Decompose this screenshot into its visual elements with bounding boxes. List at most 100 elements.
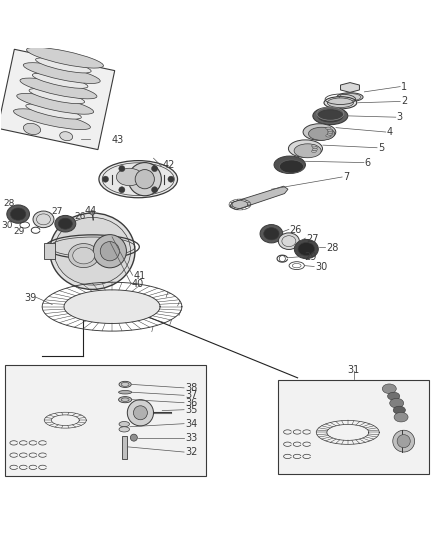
Ellipse shape: [7, 205, 29, 223]
Bar: [5, 365, 206, 476]
Ellipse shape: [393, 406, 406, 414]
Ellipse shape: [303, 124, 336, 140]
Ellipse shape: [32, 73, 88, 88]
Text: 35: 35: [185, 405, 198, 415]
Ellipse shape: [119, 397, 132, 403]
Circle shape: [131, 434, 138, 441]
Ellipse shape: [33, 211, 54, 228]
Circle shape: [93, 235, 127, 268]
Ellipse shape: [11, 208, 26, 220]
Ellipse shape: [311, 145, 316, 147]
Ellipse shape: [27, 47, 103, 68]
Text: 37: 37: [185, 390, 198, 400]
Text: 28: 28: [3, 199, 14, 208]
Text: 1: 1: [401, 82, 407, 92]
Ellipse shape: [26, 104, 81, 119]
Circle shape: [152, 187, 158, 193]
Circle shape: [135, 169, 154, 189]
Ellipse shape: [54, 217, 131, 285]
Text: 43: 43: [112, 135, 124, 145]
Text: 44: 44: [85, 206, 97, 216]
Ellipse shape: [50, 213, 135, 289]
Text: 30: 30: [315, 262, 327, 272]
Text: 29: 29: [304, 252, 317, 262]
Ellipse shape: [294, 239, 318, 259]
Ellipse shape: [327, 129, 332, 132]
Text: 40: 40: [132, 279, 144, 289]
Circle shape: [127, 400, 153, 426]
Ellipse shape: [23, 123, 41, 134]
Text: 38: 38: [185, 383, 197, 393]
Circle shape: [168, 176, 174, 182]
Ellipse shape: [388, 392, 400, 400]
Ellipse shape: [58, 218, 72, 229]
Text: 26: 26: [290, 225, 302, 235]
Ellipse shape: [279, 233, 299, 249]
Text: 28: 28: [326, 243, 338, 253]
Ellipse shape: [35, 58, 91, 73]
Ellipse shape: [20, 78, 97, 99]
Text: 26: 26: [74, 212, 85, 221]
Ellipse shape: [119, 391, 132, 394]
Bar: [0, 49, 115, 150]
Ellipse shape: [326, 134, 331, 137]
Ellipse shape: [313, 149, 317, 151]
Circle shape: [119, 187, 125, 193]
Ellipse shape: [298, 243, 314, 256]
Ellipse shape: [311, 150, 316, 152]
Ellipse shape: [14, 109, 90, 130]
Ellipse shape: [382, 384, 396, 393]
Bar: [44, 244, 55, 259]
Circle shape: [90, 211, 95, 215]
Ellipse shape: [55, 215, 76, 232]
Ellipse shape: [308, 127, 335, 140]
Ellipse shape: [328, 131, 333, 133]
Circle shape: [397, 434, 410, 448]
Text: 7: 7: [343, 172, 349, 182]
Circle shape: [152, 166, 158, 172]
Ellipse shape: [73, 247, 95, 264]
Text: 4: 4: [387, 127, 393, 137]
Polygon shape: [340, 83, 360, 92]
Text: 30: 30: [2, 221, 13, 230]
Circle shape: [102, 176, 109, 182]
Ellipse shape: [64, 290, 160, 324]
Text: 2: 2: [401, 96, 407, 107]
Bar: [278, 380, 428, 474]
Ellipse shape: [23, 63, 100, 84]
Ellipse shape: [326, 127, 331, 130]
Ellipse shape: [327, 133, 332, 135]
Ellipse shape: [390, 398, 404, 408]
Ellipse shape: [17, 93, 94, 114]
Ellipse shape: [117, 168, 143, 185]
Polygon shape: [230, 186, 288, 210]
Text: 31: 31: [348, 366, 360, 375]
Ellipse shape: [60, 132, 73, 141]
Ellipse shape: [288, 140, 322, 157]
Ellipse shape: [29, 88, 85, 104]
Ellipse shape: [68, 244, 99, 268]
Ellipse shape: [318, 110, 343, 122]
Text: 32: 32: [185, 447, 198, 457]
Ellipse shape: [294, 144, 321, 158]
Circle shape: [100, 241, 120, 261]
Ellipse shape: [119, 381, 131, 387]
Ellipse shape: [327, 98, 353, 108]
Text: 36: 36: [185, 398, 197, 408]
Text: 6: 6: [365, 158, 371, 167]
Circle shape: [128, 163, 161, 196]
Text: 29: 29: [14, 227, 25, 236]
Text: 34: 34: [185, 419, 197, 429]
Bar: [122, 436, 127, 458]
Text: 5: 5: [378, 143, 384, 153]
Circle shape: [119, 166, 125, 172]
Ellipse shape: [274, 156, 305, 174]
Ellipse shape: [119, 427, 130, 432]
Text: 42: 42: [162, 160, 175, 170]
Text: 41: 41: [134, 271, 146, 281]
Ellipse shape: [260, 224, 283, 243]
Text: 33: 33: [185, 433, 197, 442]
Circle shape: [393, 430, 415, 452]
Circle shape: [134, 406, 148, 420]
Text: 27: 27: [51, 207, 62, 216]
